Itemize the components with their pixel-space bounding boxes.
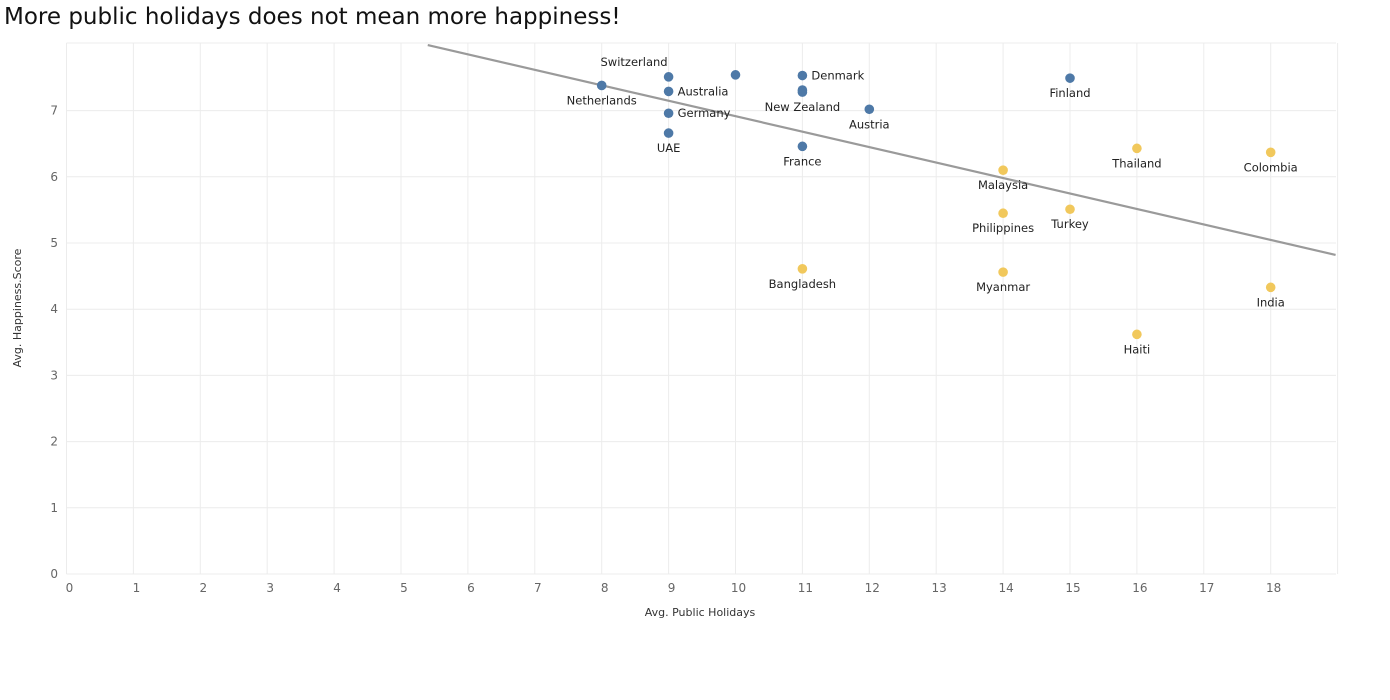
point-label: Finland (1049, 86, 1090, 100)
point-label: France (783, 154, 821, 168)
x-tick-label: 17 (1199, 581, 1214, 595)
x-tick-label: 12 (865, 581, 880, 595)
x-tick-label: 3 (266, 581, 274, 595)
y-tick-label: 0 (50, 567, 58, 581)
x-tick-label: 18 (1266, 581, 1281, 595)
x-tick-label: 4 (333, 581, 341, 595)
point-label: Germany (678, 106, 731, 120)
y-tick-label: 1 (50, 501, 58, 515)
data-point (663, 86, 674, 97)
data-point (1065, 73, 1075, 83)
grid (66, 42, 1339, 575)
data-point (797, 87, 808, 97)
x-tick-label: 14 (998, 581, 1013, 595)
point-label: India (1257, 295, 1285, 309)
data-point (1265, 147, 1276, 158)
data-point (1132, 329, 1142, 340)
data-point (663, 108, 674, 119)
point-label: Austria (849, 117, 890, 131)
point-label: Haiti (1124, 342, 1151, 356)
x-tick-label: 13 (932, 581, 947, 595)
chart-title: More public holidays does not mean more … (4, 4, 621, 30)
y-tick-label: 3 (50, 368, 58, 382)
data-point (998, 165, 1008, 175)
x-tick-label: 5 (400, 581, 408, 595)
y-axis-label: Avg. Happiness.Score (11, 248, 24, 367)
x-tick-label: 10 (731, 581, 746, 595)
point-label: Bangladesh (769, 277, 836, 291)
point-label: Netherlands (567, 93, 637, 107)
data-point (1132, 143, 1142, 154)
y-tick-label: 4 (50, 302, 58, 316)
x-tick-label: 8 (601, 581, 609, 595)
data-point (1265, 282, 1276, 293)
data-point (663, 128, 674, 138)
x-axis-ticks: 0 1 2 3 4 5 6 7 8 9 10 11 12 13 14 15 16 17 18 (66, 581, 1282, 595)
y-axis-ticks: 0 1 2 3 4 5 6 7 (50, 104, 58, 581)
point-label: Denmark (811, 69, 864, 83)
point-label: Philippines (972, 221, 1034, 235)
data-point (663, 72, 674, 82)
point-labels: Netherlands Switzerland Australia Germany UA… (567, 55, 1298, 357)
data-point (797, 141, 808, 152)
point-label: Turkey (1050, 217, 1089, 231)
x-tick-label: 9 (668, 581, 676, 595)
x-tick-label: 15 (1065, 581, 1080, 595)
point-label: Switzerland (601, 55, 668, 69)
data-point (730, 70, 741, 80)
x-tick-label: 16 (1132, 581, 1147, 595)
point-label: UAE (657, 141, 681, 155)
x-tick-label: 2 (199, 581, 207, 595)
x-tick-label: 0 (66, 581, 74, 595)
data-point (1065, 204, 1075, 215)
data-point (797, 264, 808, 274)
x-axis-label: Avg. Public Holidays (645, 606, 756, 619)
point-label: Australia (678, 84, 729, 98)
x-tick-label: 7 (534, 581, 542, 595)
data-point (998, 208, 1008, 219)
y-tick-label: 5 (50, 236, 58, 250)
data-point (998, 267, 1008, 277)
y-tick-label: 2 (50, 435, 58, 449)
point-label: Thailand (1111, 156, 1161, 170)
data-points (596, 70, 1276, 340)
trend-line (427, 43, 1336, 256)
y-tick-label: 6 (50, 170, 58, 184)
point-label: Myanmar (976, 280, 1030, 294)
x-tick-label: 6 (467, 581, 475, 595)
point-label: Malaysia (978, 178, 1028, 192)
data-point (797, 70, 808, 81)
trend-line-group (427, 43, 1336, 256)
x-tick-label: 11 (798, 581, 813, 595)
y-tick-label: 7 (50, 104, 58, 118)
point-label: New Zealand (765, 100, 841, 114)
data-point (596, 80, 607, 91)
data-point (864, 104, 875, 115)
x-tick-label: 1 (133, 581, 141, 595)
point-label: Colombia (1244, 160, 1298, 174)
